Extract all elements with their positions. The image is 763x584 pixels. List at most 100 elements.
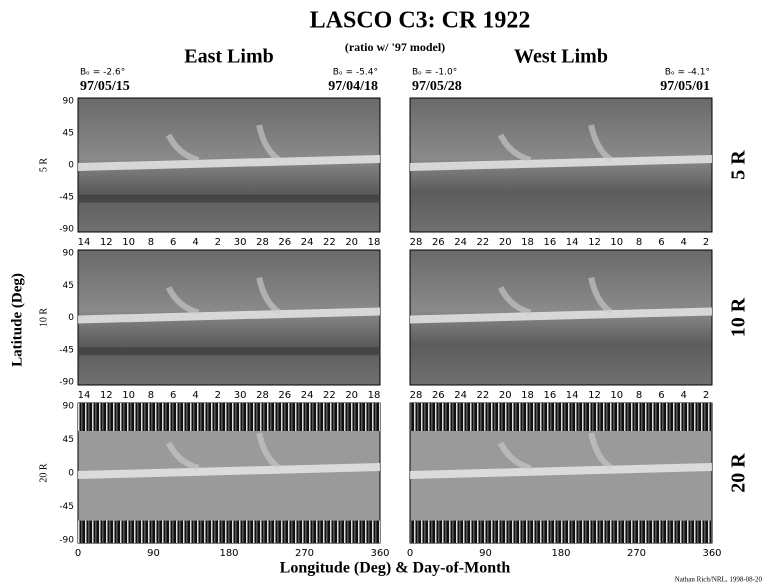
day-tick-label: 14 <box>566 237 579 248</box>
data-gap <box>410 520 712 543</box>
date-label: 97/05/15 <box>80 79 130 94</box>
lat-tick-label: 90 <box>63 402 75 412</box>
streamer-band <box>497 432 613 471</box>
date-label: 97/05/28 <box>412 79 462 94</box>
day-tick-label: 12 <box>588 390 601 401</box>
lat-tick-label: -90 <box>59 378 74 388</box>
b0-label: Bₒ = -1.0° <box>412 68 457 78</box>
day-tick-label: 18 <box>521 237 534 248</box>
lat-tick-label: -90 <box>59 225 74 235</box>
lon-tick-label: 270 <box>295 548 314 559</box>
streamer-band <box>165 276 281 316</box>
column-title: West Limb <box>514 46 608 68</box>
day-tick-label: 10 <box>610 390 623 401</box>
streamer-band <box>78 155 380 171</box>
day-tick-label: 8 <box>636 237 642 248</box>
streamer-band <box>78 307 380 324</box>
lat-tick-label: 0 <box>68 161 74 171</box>
noise-band <box>78 194 380 203</box>
day-tick-label: 2 <box>703 390 709 401</box>
day-tick-label: 14 <box>78 237 91 248</box>
lon-tick-label: 180 <box>219 548 238 559</box>
lon-tick-label: 90 <box>479 548 492 559</box>
lat-tick-label: 45 <box>63 129 74 139</box>
lon-tick-label: 0 <box>407 548 413 559</box>
streamer-band <box>165 124 281 163</box>
streamer-band <box>410 463 712 479</box>
lat-tick-label: 0 <box>68 469 74 479</box>
day-tick-label: 2 <box>215 237 221 248</box>
lat-tick-label: -45 <box>59 193 74 203</box>
date-label: 97/04/18 <box>328 79 378 94</box>
date-label: 97/05/01 <box>660 79 710 94</box>
lon-tick-label: 360 <box>370 548 389 559</box>
day-tick-label: 20 <box>345 390 358 401</box>
day-tick-label: 24 <box>301 237 314 248</box>
subtitle: (ratio w/ '97 model) <box>345 40 445 54</box>
day-tick-label: 18 <box>368 237 381 248</box>
streamer-band <box>165 432 281 471</box>
day-tick-label: 20 <box>499 237 512 248</box>
day-tick-label: 14 <box>566 390 579 401</box>
day-tick-label: 18 <box>368 390 381 401</box>
day-tick-label: 26 <box>432 237 445 248</box>
day-tick-label: 8 <box>636 390 642 401</box>
day-tick-label: 24 <box>454 237 467 248</box>
row-side-label: 20 R <box>728 453 750 493</box>
row-axis-label: 20 R <box>38 463 49 483</box>
day-tick-label: 22 <box>477 390 490 401</box>
noise-band <box>78 347 380 356</box>
streamer-band <box>410 155 712 171</box>
day-tick-label: 8 <box>148 237 154 248</box>
day-tick-label: 28 <box>256 237 269 248</box>
day-tick-label: 6 <box>658 390 664 401</box>
b0-label: Bₒ = -5.4° <box>333 68 378 78</box>
day-tick-label: 12 <box>588 237 601 248</box>
title: LASCO C3: CR 1922 <box>310 8 531 34</box>
lat-tick-label: -45 <box>59 345 74 355</box>
day-tick-label: 6 <box>170 390 176 401</box>
day-tick-label: 4 <box>192 390 198 401</box>
day-tick-label: 26 <box>278 237 291 248</box>
x-axis-label: Longitude (Deg) & Day-of-Month <box>280 560 511 577</box>
day-tick-label: 8 <box>148 390 154 401</box>
day-tick-label: 10 <box>122 237 135 248</box>
streamer-band <box>497 124 613 163</box>
lon-tick-label: 360 <box>702 548 721 559</box>
lat-tick-label: 45 <box>63 281 74 291</box>
day-tick-label: 22 <box>477 237 490 248</box>
day-tick-label: 12 <box>100 390 113 401</box>
row-axis-label: 5 R <box>38 158 49 173</box>
day-tick-label: 4 <box>192 237 198 248</box>
day-tick-label: 30 <box>234 237 247 248</box>
lat-tick-label: 90 <box>63 97 75 107</box>
lon-tick-label: 180 <box>551 548 570 559</box>
streamer-band <box>410 307 712 324</box>
day-tick-label: 30 <box>234 390 247 401</box>
day-tick-label: 22 <box>323 237 336 248</box>
day-tick-label: 4 <box>681 237 687 248</box>
day-tick-label: 28 <box>410 390 423 401</box>
row-axis-label: 10 R <box>38 308 49 328</box>
streamer-band <box>497 276 613 316</box>
streamer-band <box>78 463 380 479</box>
lat-tick-label: 90 <box>63 249 75 259</box>
day-tick-label: 24 <box>454 390 467 401</box>
data-gap <box>78 520 380 543</box>
day-tick-label: 28 <box>410 237 423 248</box>
data-gap <box>78 403 380 431</box>
day-tick-label: 2 <box>703 237 709 248</box>
day-tick-label: 16 <box>543 237 556 248</box>
day-tick-label: 10 <box>610 237 623 248</box>
lon-tick-label: 270 <box>627 548 646 559</box>
day-tick-label: 10 <box>122 390 135 401</box>
column-title: East Limb <box>184 46 273 68</box>
day-tick-label: 26 <box>278 390 291 401</box>
lon-tick-label: 90 <box>147 548 160 559</box>
y-axis-label: Latitude (Deg) <box>9 273 25 367</box>
row-side-label: 10 R <box>728 297 750 337</box>
day-tick-label: 6 <box>658 237 664 248</box>
lat-tick-label: 0 <box>68 313 74 323</box>
day-tick-label: 18 <box>521 390 534 401</box>
